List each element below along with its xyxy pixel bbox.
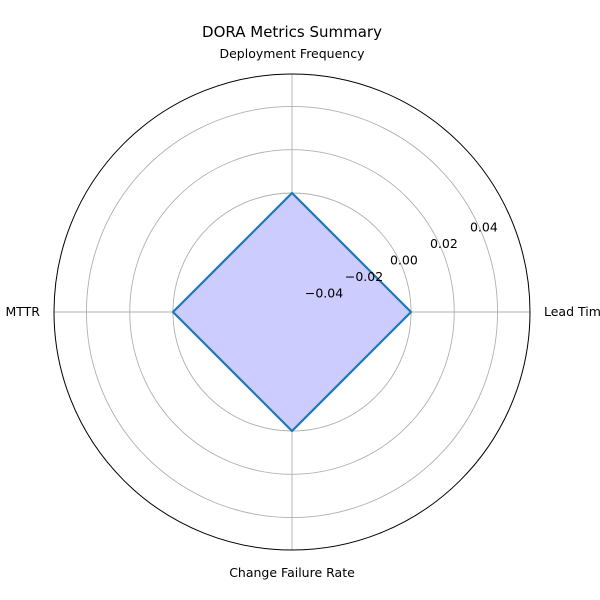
category-label: Lead Time xyxy=(544,304,600,319)
category-label: Change Failure Rate xyxy=(229,565,355,580)
series-area xyxy=(173,193,411,431)
radial-tick-label: 0.04 xyxy=(470,219,498,234)
data-layer xyxy=(171,191,413,433)
series-line xyxy=(171,191,413,433)
radial-tick-label: 0.02 xyxy=(430,236,458,251)
label-layer: −0.04−0.02 0.00 0.02 0.04 Lead Time Deploymen… xyxy=(5,46,600,580)
category-label: Deployment Frequency xyxy=(219,46,365,61)
radial-tick-label: −0.04 xyxy=(305,286,343,301)
category-label: MTTR xyxy=(5,304,40,319)
radial-tick-label: 0.00 xyxy=(390,253,418,268)
polar-frame xyxy=(53,73,531,551)
chart-title: DORA Metrics Summary xyxy=(202,23,382,41)
radial-tick-label: −0.02 xyxy=(345,269,383,284)
